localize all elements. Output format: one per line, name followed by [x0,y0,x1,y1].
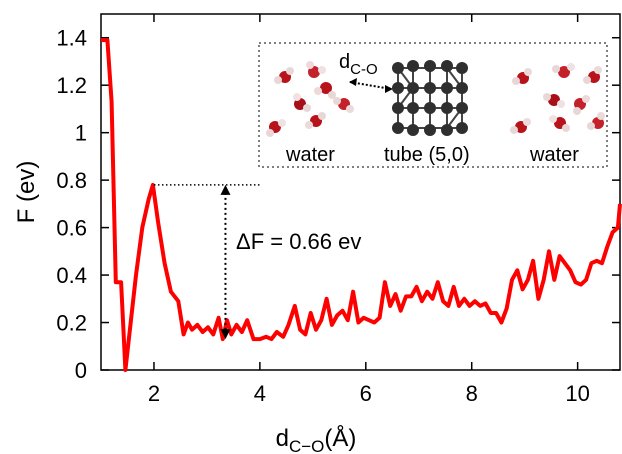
axis-tick-labels: 0 0.2 0.4 0.6 0.8 1 1.2 1.4 2 4 6 8 10 [56,26,589,406]
x-tick-label: 2 [148,381,160,406]
water-molecules-left-icon [266,61,354,137]
x-tick-label: 6 [360,381,372,406]
inset-panel: dC-O [258,42,608,168]
y-tick-label: 0.6 [56,216,87,241]
y-tick-label: 0.2 [56,311,87,336]
y-tick-label: 1 [75,121,87,146]
plot-frame [100,13,621,371]
axis-ticks [101,14,620,371]
water-molecules-right-icon [510,63,605,134]
inset-tube-label: tube (5,0) [384,144,470,166]
inset-arrow-head-icon [349,78,357,86]
y-tick-label: 0 [75,358,87,383]
arrow-head-down-icon [220,329,231,340]
inset-water-right-label: water [529,144,579,166]
inset-distance-label: dC-O [339,51,378,78]
y-tick-label: 1.4 [56,26,87,51]
x-axis-title: dC−O(Å) [276,424,357,454]
inset-water-left-label: water [285,144,335,166]
x-tick-label: 8 [466,381,478,406]
x-tick-label: 10 [565,381,589,406]
y-tick-label: 0.4 [56,263,87,288]
carbon-nanotube-icon [392,60,468,136]
arrow-head-up-icon [220,184,231,195]
y-axis-title: F (ev) [13,161,40,224]
x-axis-title-unit: (Å) [324,424,356,452]
delta-f-label: ΔF = 0.66 ev [236,229,361,254]
y-tick-label: 1.2 [56,73,87,98]
x-tick-label: 4 [254,381,266,406]
series-line [101,38,622,372]
inset-distance-sub: C-O [350,61,378,78]
x-axis-title-main: d [276,425,289,452]
x-axis-title-sub: C−O [289,437,324,454]
inset-distance-main: d [339,51,350,73]
inset-distance-arrow [349,81,392,90]
y-tick-label: 0.8 [56,168,87,193]
inset-arrow-head-right-icon [385,85,393,93]
